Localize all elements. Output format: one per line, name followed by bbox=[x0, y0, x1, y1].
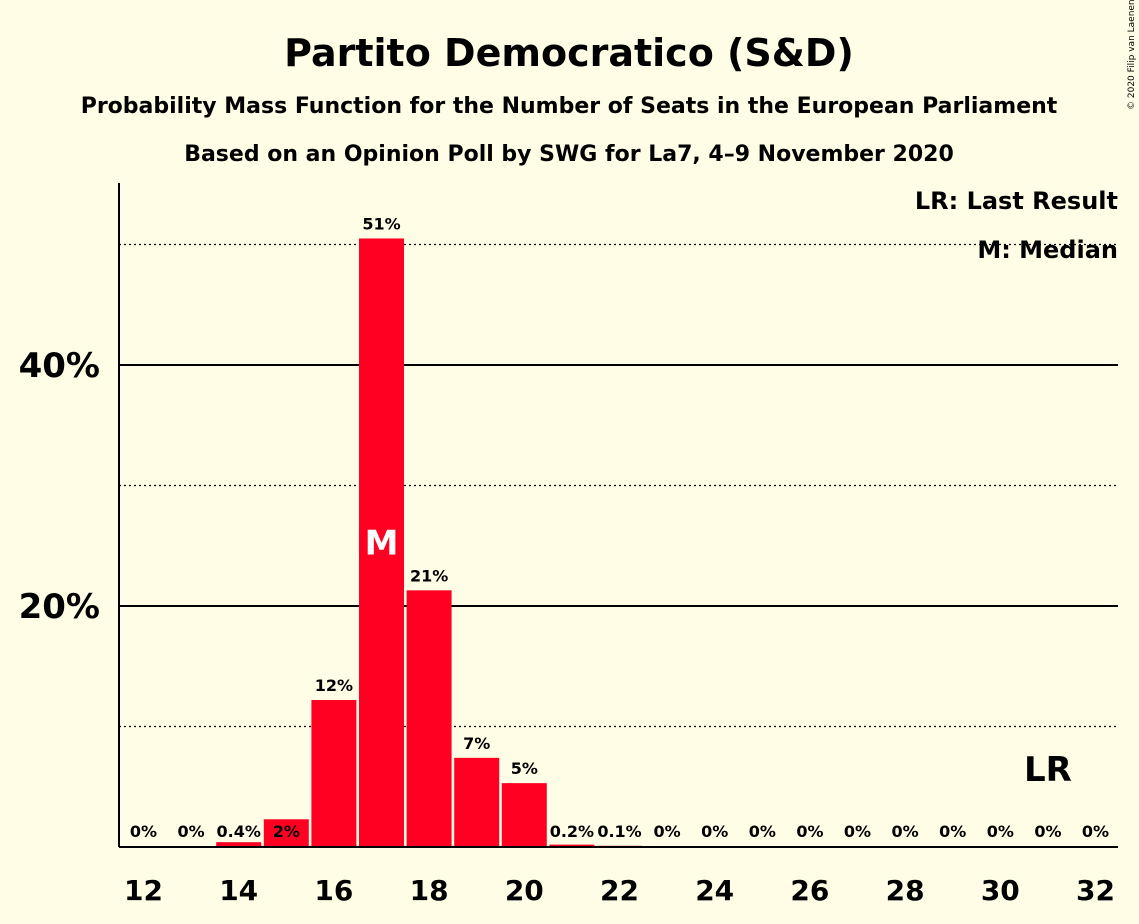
last-result-marker: LR bbox=[1024, 750, 1072, 790]
x-tick-label: 18 bbox=[410, 874, 449, 907]
grid-lines bbox=[119, 243, 1118, 728]
data-label: 0% bbox=[130, 822, 157, 841]
bar bbox=[311, 699, 357, 847]
data-label: 0% bbox=[844, 822, 871, 841]
data-label: 0% bbox=[939, 822, 966, 841]
data-label: 12% bbox=[315, 676, 353, 695]
bar bbox=[501, 783, 547, 847]
legend: LR: Last Result M: Median bbox=[915, 187, 1118, 264]
bar bbox=[406, 590, 452, 847]
legend-item-median: M: Median bbox=[977, 236, 1118, 264]
data-label: 21% bbox=[410, 566, 448, 585]
x-tick-label: 16 bbox=[314, 874, 353, 907]
x-tick-label: 26 bbox=[790, 874, 829, 907]
bar bbox=[454, 757, 500, 847]
median-marker: M bbox=[365, 524, 399, 564]
data-label: 7% bbox=[463, 734, 490, 753]
x-tick-label: 12 bbox=[124, 874, 163, 907]
data-label: 0% bbox=[701, 822, 728, 841]
chart-subtitle: Probability Mass Function for the Number… bbox=[81, 94, 1058, 119]
data-label: 0% bbox=[749, 822, 776, 841]
copyright-text: © 2020 Filip van Laenen bbox=[1127, 0, 1137, 110]
bars bbox=[216, 238, 642, 848]
x-tick-label: 30 bbox=[981, 874, 1020, 907]
chart-title: Partito Democratico (S&D) bbox=[284, 31, 854, 75]
data-label: 0% bbox=[892, 822, 919, 841]
x-tick-label: 22 bbox=[600, 874, 639, 907]
x-tick-label: 20 bbox=[505, 874, 544, 907]
data-label: 0.4% bbox=[217, 822, 261, 841]
y-tick-label: 40% bbox=[19, 346, 100, 386]
bar bbox=[359, 238, 404, 848]
data-label: 0.2% bbox=[550, 822, 594, 841]
axes: 20% 40% 12 14 16 18 20 22 24 26 28 30 32 bbox=[19, 183, 1118, 907]
data-label: 51% bbox=[362, 214, 400, 233]
chart-subtitle-2: Based on an Opinion Poll by SWG for La7,… bbox=[184, 142, 954, 167]
data-label: 0% bbox=[1034, 822, 1061, 841]
x-tick-label: 32 bbox=[1076, 874, 1115, 907]
data-label: 5% bbox=[511, 759, 538, 778]
bar bbox=[263, 819, 309, 847]
data-label: 0% bbox=[178, 822, 205, 841]
data-label: 0% bbox=[796, 822, 823, 841]
data-label: 2% bbox=[273, 822, 300, 841]
data-label: 0% bbox=[987, 822, 1014, 841]
data-label: 0% bbox=[654, 822, 681, 841]
bar bbox=[216, 842, 262, 847]
data-labels: 0% 0% 0.4% 2% 12% 51% 21% 7% 5% 0.2% 0.1% 0% 0% 0% 0% 0… bbox=[130, 214, 1109, 841]
data-label: 0.1% bbox=[597, 822, 641, 841]
x-tick-label: 24 bbox=[695, 874, 734, 907]
y-tick-label: 20% bbox=[19, 587, 100, 627]
data-label: 0% bbox=[1082, 822, 1109, 841]
bar bbox=[549, 844, 595, 847]
x-tick-label: 14 bbox=[219, 874, 258, 907]
x-tick-label: 28 bbox=[886, 874, 925, 907]
legend-item-last-result: LR: Last Result bbox=[915, 187, 1118, 215]
